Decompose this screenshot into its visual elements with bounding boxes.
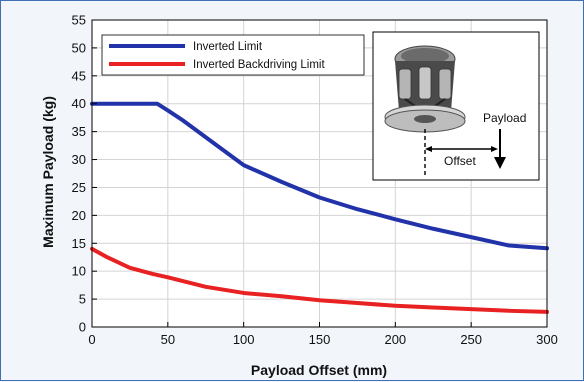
y-tick-label: 10 xyxy=(72,264,86,279)
series-line-inverted-limit xyxy=(90,101,549,251)
y-tick-label: 55 xyxy=(72,13,86,28)
payload-arrowhead xyxy=(494,157,506,169)
x-tick-label: 150 xyxy=(309,332,331,347)
y-tick-label: 30 xyxy=(72,152,86,167)
inset-illustration: Payload Offset xyxy=(372,31,540,181)
offset-arrowhead-left xyxy=(425,146,432,152)
x-tick-label: 100 xyxy=(233,332,255,347)
label-layer: 0 50 100 150 200 250 300 0 5 10 15 20 25 30 35 40 45 50 55 xyxy=(72,13,558,348)
series-layer xyxy=(90,101,549,314)
x-tick-label: 300 xyxy=(536,332,558,347)
inset-label-payload: Payload xyxy=(483,111,526,125)
y-axis-title: Maximum Payload (kg) xyxy=(40,96,56,248)
offset-arrowhead-right xyxy=(491,146,498,152)
legend-box xyxy=(101,34,365,76)
legend-label-inverted-backdriving-limit: Inverted Backdriving Limit xyxy=(193,59,325,71)
y-tick-label: 5 xyxy=(79,292,86,307)
robot-picture xyxy=(384,45,466,133)
x-axis-title: Payload Offset (mm) xyxy=(251,362,387,378)
inset-label-offset: Offset xyxy=(444,154,476,168)
y-tick-label: 15 xyxy=(72,236,86,251)
y-tick-label: 0 xyxy=(79,320,86,335)
legend-label-inverted-limit: Inverted Limit xyxy=(193,41,263,53)
y-tick-label: 20 xyxy=(72,208,86,223)
x-tick-label: 200 xyxy=(384,332,406,347)
y-tick-label: 45 xyxy=(72,68,86,83)
x-tick-label: 50 xyxy=(161,332,175,347)
y-tick-label: 35 xyxy=(72,124,86,139)
y-tick-label: 50 xyxy=(72,40,86,55)
tick-layer xyxy=(91,19,548,328)
y-tick-label: 25 xyxy=(72,180,86,195)
x-tick-label: 250 xyxy=(460,332,482,347)
series-line-inverted-backdriving-limit xyxy=(90,246,549,314)
y-tick-label: 40 xyxy=(72,96,86,111)
x-tick-label: 0 xyxy=(88,332,95,347)
legend: Inverted Limit Inverted Backdriving Limi… xyxy=(101,34,365,76)
